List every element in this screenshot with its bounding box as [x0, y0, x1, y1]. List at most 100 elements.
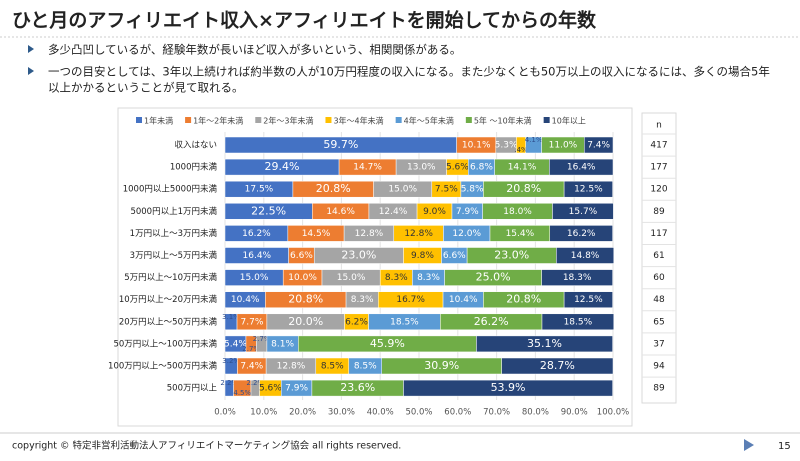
- data-label: 14.7%: [353, 163, 382, 173]
- data-label: 4.5%: [233, 389, 251, 397]
- n-value: 61: [653, 251, 664, 261]
- data-label: 2.7%: [242, 345, 260, 353]
- data-label: 16.4%: [567, 163, 596, 173]
- x-tick-label: 70.0%: [483, 408, 510, 418]
- data-label: 5.8%: [461, 185, 484, 195]
- x-tick-label: 80.0%: [522, 408, 549, 418]
- data-label: 3.2%: [222, 357, 240, 365]
- data-label: 8.3%: [385, 273, 408, 283]
- data-label: 18.3%: [563, 273, 592, 283]
- data-label: 15.7%: [569, 207, 598, 217]
- y-tick-label: 1000円未満: [170, 162, 218, 173]
- data-label: 12.0%: [452, 229, 481, 239]
- y-tick-label: 5万円以上～10万円未満: [124, 272, 217, 283]
- data-label: 12.5%: [574, 185, 603, 195]
- data-label: 10.4%: [231, 295, 260, 305]
- y-tick-label: 1000円以上5000円未満: [123, 184, 218, 195]
- data-label: 10.1%: [462, 141, 491, 151]
- data-label: 6.8%: [470, 163, 493, 173]
- data-label: 16.4%: [243, 251, 272, 261]
- n-value: 120: [650, 185, 667, 195]
- data-label: 23.6%: [340, 381, 375, 394]
- data-label: 18.5%: [564, 317, 593, 327]
- bar-segment: [552, 203, 614, 220]
- y-tick-label: 10万円以上～20万円未満: [119, 294, 218, 305]
- data-label: 20.8%: [316, 182, 351, 195]
- data-label: 8.3%: [351, 295, 374, 305]
- data-label: 7.9%: [456, 207, 479, 217]
- data-label: 8.5%: [321, 362, 344, 372]
- data-label: 14.5%: [302, 229, 331, 239]
- data-label: 6.6%: [443, 251, 466, 261]
- slide-title: ひと月のアフィリエイト収入×アフィリエイトを開始してからの年数: [12, 9, 597, 32]
- bar-segment: [563, 291, 613, 308]
- data-label: 18.5%: [390, 317, 419, 327]
- data-label: 45.9%: [370, 337, 405, 350]
- data-label: 2.2%: [220, 379, 238, 387]
- n-value: 89: [653, 384, 665, 394]
- data-label: 10.0%: [288, 273, 317, 283]
- n-value: 65: [653, 317, 664, 327]
- y-tick-label: 50万円以上～100万円未満: [113, 338, 217, 349]
- legend-label: 3年～4年未満: [333, 116, 383, 126]
- bar-segment: [549, 225, 613, 242]
- data-label: 18.0%: [503, 207, 532, 217]
- bullet: 一つの目安としては、3年以上続ければ約半数の人が10万円程度の収入になる。また少…: [48, 65, 770, 79]
- data-label: 20.8%: [506, 293, 541, 306]
- n-value: 37: [653, 339, 664, 349]
- bar-segment: [501, 357, 614, 375]
- data-label: 23.0%: [341, 249, 376, 262]
- footer: copyright © 特定非営利活動法人アフィリエイトマーケティング協会 al…: [12, 440, 401, 452]
- x-tick-label: 20.0%: [289, 408, 316, 418]
- data-label: 12.8%: [404, 229, 433, 239]
- data-label: 10.4%: [449, 295, 478, 305]
- data-label: 7.4%: [587, 141, 610, 151]
- bar-segment: [563, 180, 613, 198]
- data-label: 12.8%: [277, 362, 306, 372]
- y-tick-label: 1万円以上～3万円未満: [130, 228, 218, 239]
- data-label: 2.7%: [253, 335, 271, 343]
- data-label: 5.6%: [259, 384, 282, 394]
- legend-label: 2年～3年未満: [263, 116, 313, 126]
- data-label: 15.0%: [240, 273, 269, 283]
- x-tick-label: 0.0%: [214, 408, 236, 418]
- page-number: 15: [778, 441, 791, 452]
- n-value: 94: [653, 362, 665, 372]
- legend-swatch: [543, 117, 550, 123]
- data-label: 30.9%: [424, 359, 459, 372]
- bar-segment: [403, 379, 613, 397]
- data-label: 15.0%: [388, 185, 417, 195]
- n-value: 89: [653, 207, 665, 217]
- data-label: 8.5%: [354, 362, 377, 372]
- legend-label: 5年 ～10年未満: [474, 116, 532, 126]
- x-tick-label: 50.0%: [405, 408, 432, 418]
- x-tick-label: 90.0%: [561, 408, 588, 418]
- legend-swatch: [255, 117, 262, 123]
- bar-segment: [584, 136, 614, 154]
- data-label: 23.0%: [494, 249, 529, 262]
- y-tick-label: 100万円以上～500万円未満: [108, 361, 217, 372]
- data-label: 14.1%: [508, 163, 537, 173]
- legend-swatch: [395, 117, 402, 123]
- bar-segment: [541, 269, 613, 286]
- legend-label: 10年以上: [552, 116, 586, 126]
- n-header: n: [656, 121, 662, 131]
- data-label: 53.9%: [491, 381, 526, 394]
- legend-label: 4年～5年未満: [404, 116, 454, 126]
- data-label: 20.8%: [288, 293, 323, 306]
- data-label: 20.8%: [506, 182, 541, 195]
- x-tick-label: 10.0%: [250, 408, 277, 418]
- n-value: 48: [653, 295, 665, 305]
- data-label: 12.5%: [574, 295, 603, 305]
- data-label: 16.7%: [396, 295, 425, 305]
- data-label: 11.0%: [549, 141, 578, 151]
- n-value: 117: [650, 229, 667, 239]
- x-tick-label: 100.0%: [597, 408, 629, 418]
- data-label: 16.2%: [242, 229, 271, 239]
- data-label: 9.8%: [411, 251, 434, 261]
- data-label: 16.2%: [567, 229, 596, 239]
- legend-swatch: [325, 117, 332, 123]
- data-label: 14.8%: [571, 251, 600, 261]
